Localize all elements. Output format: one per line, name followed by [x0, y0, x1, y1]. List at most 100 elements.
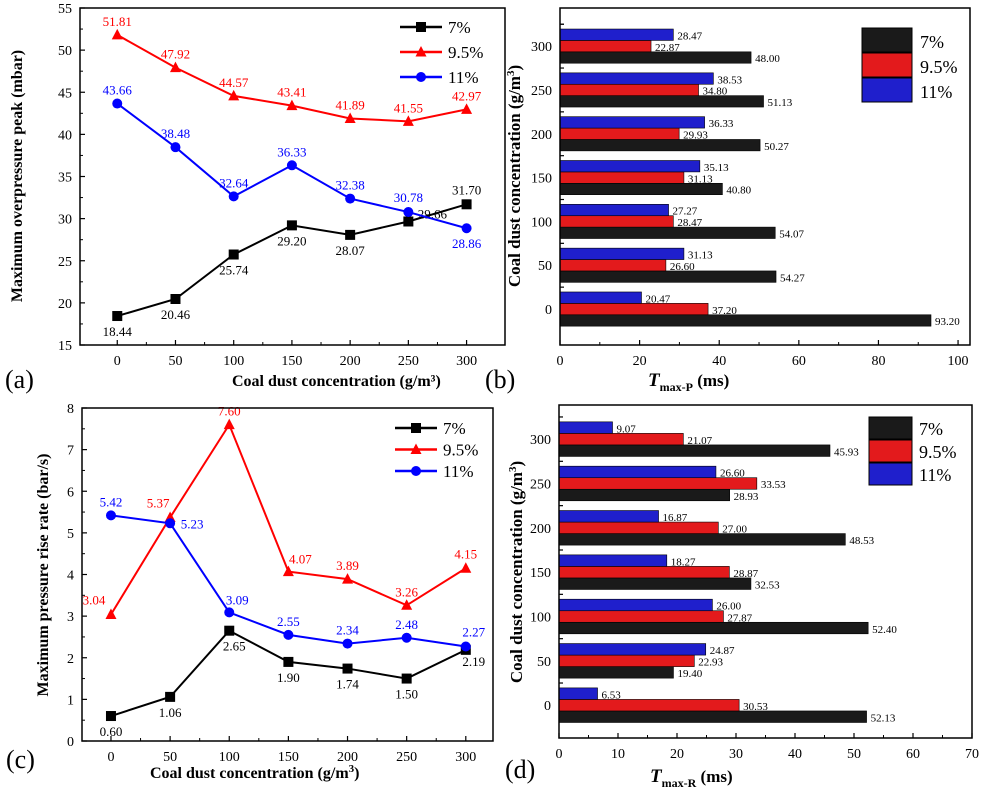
x-tick-label: 50 — [163, 750, 177, 765]
data-label: 2.27 — [462, 625, 485, 640]
data-point — [165, 691, 176, 702]
x-tick-label: 10 — [611, 747, 625, 762]
y-tick-label: 30 — [58, 213, 72, 228]
data-point — [342, 573, 354, 584]
legend-marker-circle — [411, 466, 421, 476]
y-tick-label: 0 — [545, 303, 552, 318]
bar-7% — [559, 95, 764, 108]
bar-7% — [558, 666, 674, 679]
data-label: 30.78 — [394, 190, 423, 205]
data-label: 7.60 — [218, 404, 241, 419]
bar-label: 19.40 — [677, 668, 702, 680]
bar-11% — [558, 687, 598, 700]
x-tick-label: 20 — [633, 354, 647, 369]
data-label: 3.26 — [395, 584, 418, 599]
y-tick-label: 150 — [531, 172, 552, 187]
data-point — [283, 629, 294, 640]
panel-tag: (c) — [6, 745, 35, 774]
bar-11% — [559, 160, 701, 173]
data-label: 29.20 — [277, 233, 306, 248]
bar-9.5% — [558, 566, 730, 579]
bar-label: 27.87 — [727, 612, 752, 624]
bar-label: 27.27 — [673, 206, 698, 218]
bar-label: 51.13 — [768, 97, 793, 109]
y-tick-label: 0 — [544, 699, 551, 714]
bar-label: 52.40 — [872, 624, 897, 636]
data-label: 25.74 — [219, 263, 249, 278]
data-point — [228, 89, 240, 101]
data-point — [461, 199, 472, 210]
legend-marker-circle — [416, 72, 426, 82]
bar-label: 24.87 — [710, 645, 735, 657]
data-label: 51.81 — [103, 14, 132, 29]
bar-7% — [558, 577, 752, 590]
x-tick-label: 20 — [670, 747, 684, 762]
data-point — [228, 191, 239, 202]
data-point — [224, 625, 235, 636]
data-label: 5.42 — [100, 494, 123, 509]
data-point — [169, 61, 181, 73]
data-label: 1.90 — [277, 670, 300, 685]
legend-swatch-11% — [868, 462, 913, 486]
y-tick-label: 50 — [537, 655, 551, 670]
legend-label: 11% — [920, 82, 952, 102]
x-tick-label: 200 — [340, 354, 361, 369]
bar-label: 20.47 — [645, 293, 670, 305]
legend-label: 7% — [448, 18, 471, 37]
data-label: 31.70 — [452, 182, 481, 197]
data-point — [401, 599, 413, 610]
bar-label: 9.07 — [617, 423, 637, 435]
y-tick-label: 20 — [58, 297, 72, 312]
y-axis-title: Maximum overpressure peak (mbar) — [9, 50, 26, 302]
bar-label: 37.20 — [712, 305, 737, 317]
data-point — [461, 103, 473, 114]
bar-9.5% — [559, 303, 709, 316]
bar-7% — [559, 139, 761, 152]
bar-label: 31.13 — [688, 250, 713, 262]
bar-label: 40.80 — [726, 185, 751, 197]
legend-marker-triangle — [410, 443, 422, 454]
bar-label: 34.80 — [703, 86, 728, 98]
x-tick-label: 30 — [729, 747, 743, 762]
x-tick-label: 0 — [556, 747, 563, 762]
data-point — [228, 249, 239, 260]
x-axis-title: Coal dust concentration (g/m3) — [150, 763, 359, 782]
bar-7% — [558, 533, 846, 546]
x-axis-title-main: T — [648, 370, 661, 391]
data-label: 3.09 — [226, 592, 249, 607]
bar-7% — [559, 226, 776, 239]
data-point — [283, 656, 294, 667]
legend-swatch-9.5% — [861, 52, 913, 78]
x-axis-title-unit: (ms) — [696, 767, 732, 786]
bar-11% — [559, 291, 642, 304]
bar-9.5% — [558, 654, 695, 667]
y-axis-title: Coal dust concentration (g/m3) — [507, 461, 526, 683]
bar-label: 22.93 — [698, 657, 723, 669]
x-tick-label: 100 — [948, 354, 969, 369]
y-tick-label: 25 — [58, 255, 72, 270]
data-point — [112, 311, 123, 322]
bar-label: 33.53 — [761, 479, 786, 491]
data-label: 32.38 — [336, 178, 365, 193]
x-tick-label: 60 — [906, 747, 920, 762]
bar-label: 18.27 — [671, 556, 696, 568]
data-point — [165, 518, 176, 529]
data-label: 2.48 — [395, 617, 418, 632]
data-label: 1.74 — [336, 677, 359, 692]
y-axis-title: Maximum pressure rise rate (bar/s) — [35, 454, 52, 697]
y-tick-label: 35 — [58, 171, 72, 186]
bar-label: 26.00 — [716, 601, 741, 613]
x-tick-label: 300 — [456, 354, 477, 369]
bar-label: 16.87 — [663, 512, 688, 524]
bar-9.5% — [558, 521, 719, 534]
x-axis-title-sup: 3 — [349, 763, 355, 775]
data-label: 2.65 — [223, 639, 246, 654]
x-axis-title-sub: max-R — [662, 776, 697, 790]
data-point — [112, 98, 123, 109]
x-axis-title-unit: (ms) — [693, 371, 729, 390]
legend-label: 9.5% — [919, 442, 957, 462]
bar-9.5% — [558, 610, 724, 623]
y-axis-title-end: ) — [507, 461, 526, 467]
data-label: 28.86 — [452, 236, 482, 251]
bar-11% — [559, 204, 669, 217]
